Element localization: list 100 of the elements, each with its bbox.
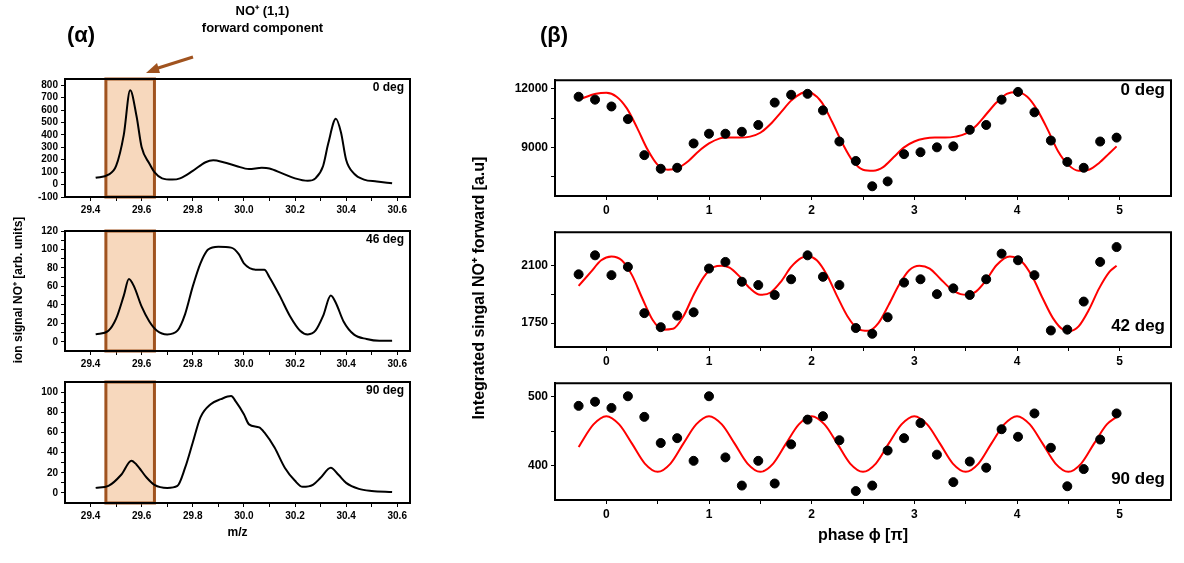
point	[753, 119, 764, 130]
x-tick-label: 1	[705, 506, 713, 521]
point	[622, 391, 633, 402]
point	[672, 162, 683, 173]
y-tick-label: 200	[41, 153, 59, 165]
line-series	[94, 395, 394, 493]
y-axis-title: ion signal NO⁺ [arb. units]	[9, 216, 26, 363]
point	[786, 274, 797, 285]
y-tick-label: 0	[52, 335, 59, 347]
x-tick-label: 29.4	[80, 357, 101, 369]
point	[1095, 136, 1106, 147]
x-tick-label: 2	[808, 202, 816, 217]
point	[1111, 408, 1122, 419]
annotation: 0 deg	[1120, 80, 1165, 100]
point	[931, 142, 942, 153]
point	[769, 478, 780, 489]
point	[981, 274, 992, 285]
x-tick-label: 30.4	[336, 203, 357, 215]
x-tick-label: 29.8	[183, 203, 203, 215]
point	[1045, 135, 1056, 146]
y-tick-label: 0	[52, 178, 59, 190]
chart-title: (β)	[540, 22, 569, 48]
point	[817, 411, 828, 422]
point	[786, 439, 797, 450]
x-tick-label: 29.4	[80, 203, 101, 215]
point	[573, 269, 584, 280]
point	[802, 414, 813, 425]
point	[964, 456, 975, 467]
point	[655, 322, 666, 333]
point	[655, 437, 666, 448]
x-tick-label: 29.4	[80, 509, 101, 521]
y-tick-label: 20	[46, 466, 59, 478]
point	[817, 105, 828, 116]
point	[996, 248, 1007, 259]
x-tick-label: 4	[1013, 506, 1021, 521]
x-axis-title: phase ϕ [π]	[817, 526, 909, 544]
point	[1029, 107, 1040, 118]
point	[720, 256, 731, 267]
point	[639, 150, 650, 161]
point	[931, 449, 942, 460]
x-axis-title: m/z	[227, 525, 248, 539]
point	[996, 94, 1007, 105]
point	[1062, 156, 1073, 167]
point	[1078, 296, 1089, 307]
y-tick-label: 1750	[521, 315, 549, 330]
point	[1111, 242, 1122, 253]
x-tick-label: 3	[910, 506, 918, 521]
point	[720, 452, 731, 463]
text: NO⁺ (1,1) forward component	[200, 2, 325, 36]
point	[981, 462, 992, 473]
point	[704, 263, 714, 274]
annotation: 90 deg	[1111, 469, 1165, 489]
x-tick-label: 5	[1116, 202, 1124, 217]
y-tick-label: 80	[46, 261, 59, 273]
x-tick-label: 2	[808, 353, 816, 368]
point	[882, 176, 893, 187]
point	[720, 128, 731, 139]
point	[1078, 162, 1089, 173]
y-tick-label: 40	[46, 298, 59, 310]
point	[931, 289, 942, 300]
point	[590, 250, 601, 261]
y-tick-label: 80	[46, 406, 59, 417]
point	[899, 277, 910, 288]
y-tick-label: 20	[46, 317, 59, 329]
point	[899, 433, 910, 444]
point	[850, 486, 861, 497]
point	[981, 119, 992, 130]
annotation: 90 deg	[365, 383, 404, 397]
point	[1029, 408, 1040, 419]
y-tick-label: 600	[41, 103, 59, 115]
x-tick-label: 0	[602, 506, 610, 521]
x-tick-label: 4	[1013, 353, 1021, 368]
point	[948, 477, 959, 488]
y-tick-label: -100	[37, 190, 59, 202]
point	[834, 136, 845, 147]
y-tick-label: 700	[41, 91, 59, 103]
point	[867, 328, 878, 339]
point	[882, 445, 893, 456]
point	[867, 480, 878, 491]
y-axis-title: Integrated singal NO⁺ forward [a.u]	[469, 156, 488, 419]
point	[1078, 464, 1089, 475]
annotation: 0 deg	[372, 80, 404, 94]
x-tick-label: 30.4	[336, 357, 357, 369]
x-tick-label: 30.2	[285, 509, 306, 521]
y-tick-label: 400	[527, 457, 549, 472]
point	[964, 289, 975, 300]
point	[590, 396, 601, 407]
point	[786, 89, 797, 100]
point	[996, 424, 1007, 435]
point	[915, 274, 926, 285]
point	[915, 418, 926, 429]
point	[639, 411, 650, 422]
annotation: 42 deg	[1111, 316, 1165, 336]
x-tick-label: 29.6	[131, 357, 152, 369]
point	[817, 271, 828, 282]
point	[867, 181, 878, 192]
x-tick-label: 30.4	[336, 509, 357, 521]
point	[688, 138, 699, 149]
point	[736, 480, 747, 491]
point	[606, 402, 617, 413]
